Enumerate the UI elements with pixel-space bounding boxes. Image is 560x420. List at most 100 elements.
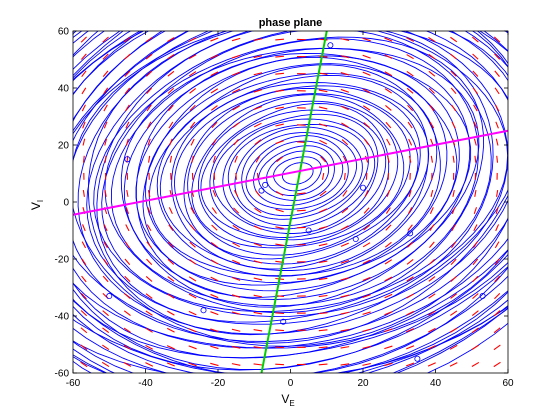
vector-arrow bbox=[188, 37, 197, 42]
vector-arrow bbox=[81, 87, 87, 95]
vector-arrow bbox=[340, 311, 350, 315]
initial-point-marker bbox=[106, 293, 113, 300]
initial-point-marker bbox=[352, 236, 359, 243]
vector-arrow bbox=[102, 344, 110, 351]
vector-arrow bbox=[275, 329, 284, 332]
vector-arrow bbox=[211, 207, 217, 214]
vector-arrow bbox=[82, 138, 86, 146]
vector-arrow bbox=[168, 224, 174, 231]
vector-arrow bbox=[364, 190, 369, 197]
vector-arrow bbox=[340, 346, 350, 349]
vector-arrow bbox=[210, 88, 219, 94]
vector-arrow bbox=[407, 104, 414, 112]
vector-arrow bbox=[275, 55, 284, 58]
vector-arrow bbox=[169, 155, 173, 163]
vector-arrow bbox=[167, 310, 175, 316]
trajectory-line bbox=[209, 109, 387, 238]
initial-point-marker bbox=[479, 293, 486, 300]
vector-arrow bbox=[427, 362, 436, 367]
v-e-nullcline-line bbox=[260, 31, 328, 373]
vector-arrow bbox=[473, 224, 478, 232]
vector-arrow bbox=[123, 362, 132, 367]
vector-arrow bbox=[474, 189, 477, 197]
vector-arrow bbox=[495, 224, 500, 232]
vector-arrow bbox=[318, 312, 328, 315]
vector-arrow bbox=[318, 243, 328, 247]
vector-arrow bbox=[123, 36, 131, 43]
vector-arrow bbox=[472, 275, 479, 283]
vector-arrow bbox=[255, 155, 261, 163]
vector-arrow bbox=[428, 310, 436, 316]
vector-arrow bbox=[102, 327, 110, 334]
vector-arrow bbox=[254, 207, 262, 214]
vector-arrow bbox=[231, 328, 241, 332]
trajectory-line bbox=[77, 31, 508, 335]
plot-content bbox=[73, 31, 508, 373]
initial-point-marker bbox=[327, 42, 334, 49]
vector-arrow bbox=[232, 88, 241, 94]
vector-arrow bbox=[362, 105, 371, 111]
trajectory-line bbox=[159, 74, 429, 271]
vector-arrow bbox=[167, 276, 175, 282]
trajectory-line bbox=[86, 31, 508, 325]
vector-arrow bbox=[386, 189, 391, 197]
trajectory-line bbox=[187, 93, 411, 256]
vector-arrow bbox=[253, 122, 262, 128]
vector-arrow bbox=[319, 190, 327, 197]
vector-arrow bbox=[103, 121, 108, 129]
trajectory-line bbox=[234, 126, 363, 220]
vector-arrow bbox=[384, 345, 393, 350]
vector-arrow bbox=[166, 362, 175, 367]
vector-arrow bbox=[297, 209, 306, 212]
vector-arrow bbox=[340, 55, 350, 59]
vector-arrow bbox=[452, 189, 455, 197]
y-tick-label: 60 bbox=[58, 27, 70, 38]
vector-arrow bbox=[385, 105, 392, 111]
trajectory-line bbox=[183, 87, 419, 260]
vector-arrow bbox=[384, 54, 393, 59]
vector-arrow bbox=[428, 258, 436, 265]
vector-arrow bbox=[146, 87, 153, 95]
trajectory-line bbox=[171, 82, 430, 270]
vector-arrow bbox=[167, 293, 175, 299]
vector-arrow bbox=[189, 259, 197, 265]
x-tick-label: 0 bbox=[288, 378, 294, 389]
vector-arrow bbox=[231, 54, 241, 59]
vector-arrow bbox=[384, 293, 393, 299]
vector-arrow bbox=[472, 241, 478, 249]
vector-arrow bbox=[385, 224, 392, 231]
vector-arrow bbox=[123, 344, 132, 350]
vector-arrow bbox=[80, 327, 88, 334]
vector-arrow bbox=[493, 327, 501, 334]
vector-arrow bbox=[124, 258, 131, 266]
vector-arrow bbox=[340, 38, 350, 41]
vector-arrow bbox=[318, 329, 328, 332]
vector-arrow bbox=[146, 121, 152, 129]
vector-arrow bbox=[340, 105, 349, 111]
vector-arrow bbox=[473, 207, 478, 215]
vector-arrow bbox=[253, 294, 263, 298]
vector-arrow bbox=[406, 258, 414, 265]
vector-arrow bbox=[167, 70, 175, 77]
y-tick-label: -60 bbox=[55, 369, 70, 380]
vector-arrow bbox=[362, 362, 371, 366]
y-tick-label: 0 bbox=[63, 198, 69, 209]
vector-arrow bbox=[124, 70, 131, 77]
vector-arrow bbox=[493, 344, 501, 351]
vector-arrow bbox=[101, 361, 110, 368]
vector-arrow bbox=[275, 106, 284, 110]
vector-arrow bbox=[362, 54, 371, 59]
vector-arrow bbox=[406, 345, 415, 350]
vector-arrow bbox=[362, 345, 371, 349]
x-axis-label: VE bbox=[281, 392, 294, 408]
vector-arrow bbox=[275, 140, 284, 145]
vector-arrow bbox=[340, 242, 349, 247]
vector-arrow bbox=[147, 138, 151, 146]
vector-arrow bbox=[449, 344, 458, 350]
vector-arrow bbox=[188, 345, 197, 350]
vector-arrow bbox=[234, 155, 238, 163]
vector-arrow bbox=[124, 87, 131, 95]
vector-arrow bbox=[362, 294, 371, 298]
vector-arrow bbox=[450, 310, 458, 316]
trajectory-line bbox=[73, 31, 508, 347]
